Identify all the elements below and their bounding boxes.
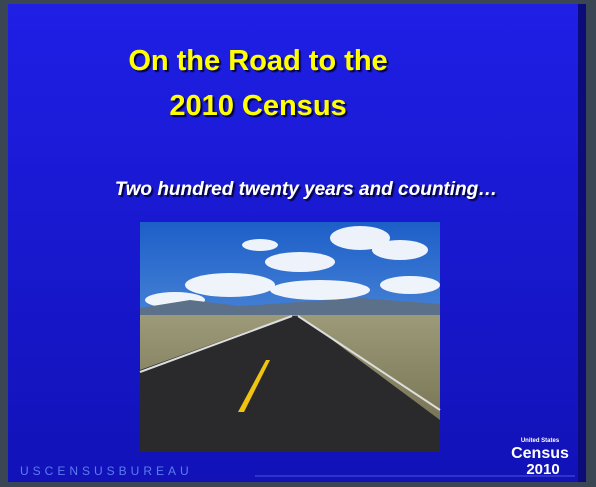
slide-edge: [578, 4, 586, 482]
logo-word: Census: [511, 445, 569, 462]
slide: On the Road to the 2010 Census Two hundr…: [0, 0, 596, 487]
logo-year: 2010: [526, 461, 559, 478]
logo-top: United States: [521, 438, 560, 444]
page: On the Road to the 2010 Census Two hundr…: [0, 0, 596, 487]
title-line: 2010 Census: [169, 90, 346, 122]
footer-text: USCENSUSBUREAU: [20, 464, 193, 478]
title-line: On the Road to the: [128, 45, 387, 77]
subtitle: Two hundred twenty years and counting…: [115, 179, 498, 200]
road-photo: [140, 222, 440, 452]
